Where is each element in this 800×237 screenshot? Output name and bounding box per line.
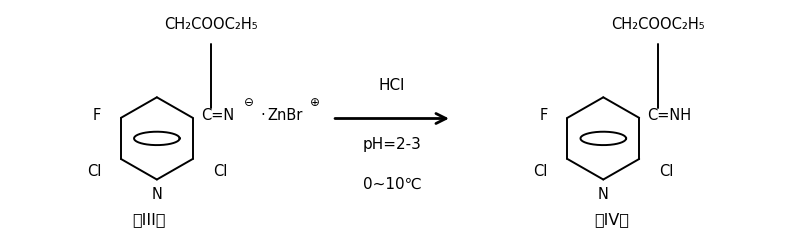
Text: Cl: Cl — [86, 164, 101, 179]
Text: 0~10℃: 0~10℃ — [362, 177, 422, 191]
Text: N: N — [151, 187, 162, 201]
Text: HCl: HCl — [379, 78, 406, 93]
Text: F: F — [93, 108, 101, 123]
Text: （III）: （III） — [132, 212, 166, 227]
Text: （IV）: （IV） — [594, 212, 629, 227]
Text: CH₂COOC₂H₅: CH₂COOC₂H₅ — [164, 17, 258, 32]
Text: ZnBr: ZnBr — [267, 108, 302, 123]
Text: Cl: Cl — [213, 164, 227, 179]
Text: ·: · — [261, 108, 266, 123]
Text: Cl: Cl — [533, 164, 547, 179]
Text: Cl: Cl — [659, 164, 674, 179]
Text: F: F — [539, 108, 547, 123]
Text: ⊖: ⊖ — [244, 96, 254, 109]
Text: ⊕: ⊕ — [310, 96, 320, 109]
Text: CH₂COOC₂H₅: CH₂COOC₂H₅ — [610, 17, 704, 32]
Text: pH=2-3: pH=2-3 — [362, 137, 422, 152]
Text: C=NH: C=NH — [647, 108, 691, 123]
Text: N: N — [598, 187, 609, 201]
Text: C=N: C=N — [201, 108, 234, 123]
